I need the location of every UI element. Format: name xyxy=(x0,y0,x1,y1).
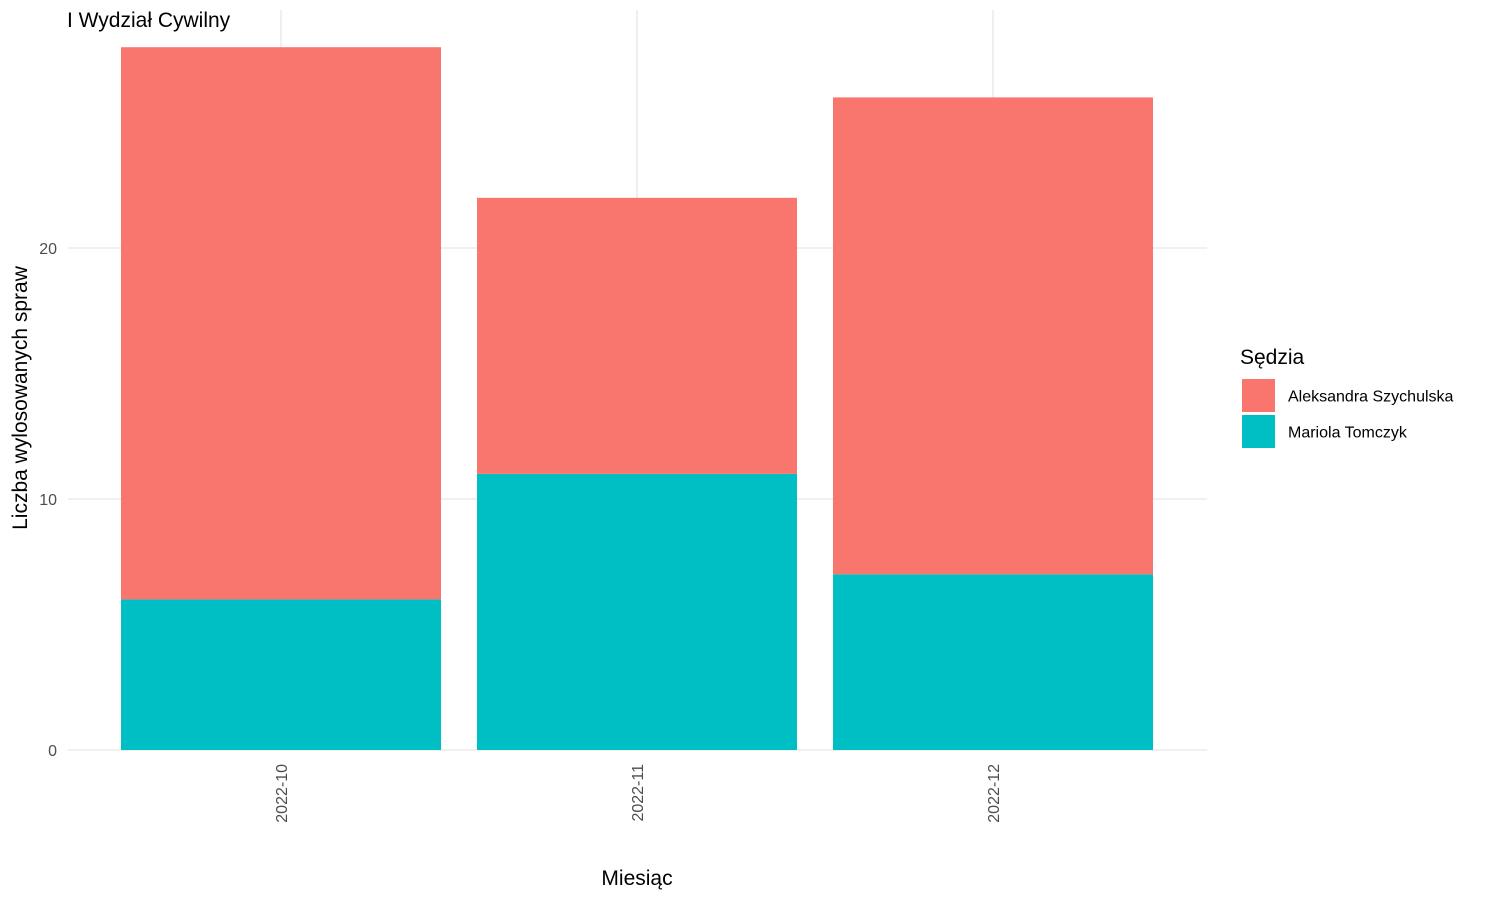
bar-segment xyxy=(833,97,1153,575)
bar-segment xyxy=(121,47,441,600)
legend-key xyxy=(1242,415,1275,448)
bar-segment xyxy=(477,473,797,750)
y-tick-label: 10 xyxy=(39,492,57,509)
y-tick-label: 20 xyxy=(39,241,57,258)
x-tick-labels: 2022-10 2022-11 2022-12 xyxy=(274,764,1003,823)
x-axis-title: Miesiąc xyxy=(601,867,672,890)
legend-title: Sędzia xyxy=(1240,346,1305,369)
bar-segment xyxy=(121,599,441,750)
bar-segment xyxy=(477,197,797,474)
chart-title: I Wydział Cywilny xyxy=(67,9,231,32)
legend-key xyxy=(1242,379,1275,412)
bar-segment xyxy=(833,574,1153,750)
x-tick-label: 2022-11 xyxy=(630,764,647,822)
x-tick-label: 2022-10 xyxy=(274,764,291,823)
legend: Sędzia Aleksandra Szychulska Mariola Tomc… xyxy=(1240,346,1454,448)
x-tick-label: 2022-12 xyxy=(986,764,1003,823)
y-tick-labels: 0 10 20 xyxy=(39,241,57,760)
y-tick-label: 0 xyxy=(48,743,57,760)
legend-label: Aleksandra Szychulska xyxy=(1288,389,1454,406)
legend-items: Aleksandra Szychulska Mariola Tomczyk xyxy=(1242,379,1454,448)
legend-label: Mariola Tomczyk xyxy=(1288,425,1408,442)
bars xyxy=(121,47,1153,750)
y-axis-title: Liczba wylosowanych spraw xyxy=(9,265,32,530)
